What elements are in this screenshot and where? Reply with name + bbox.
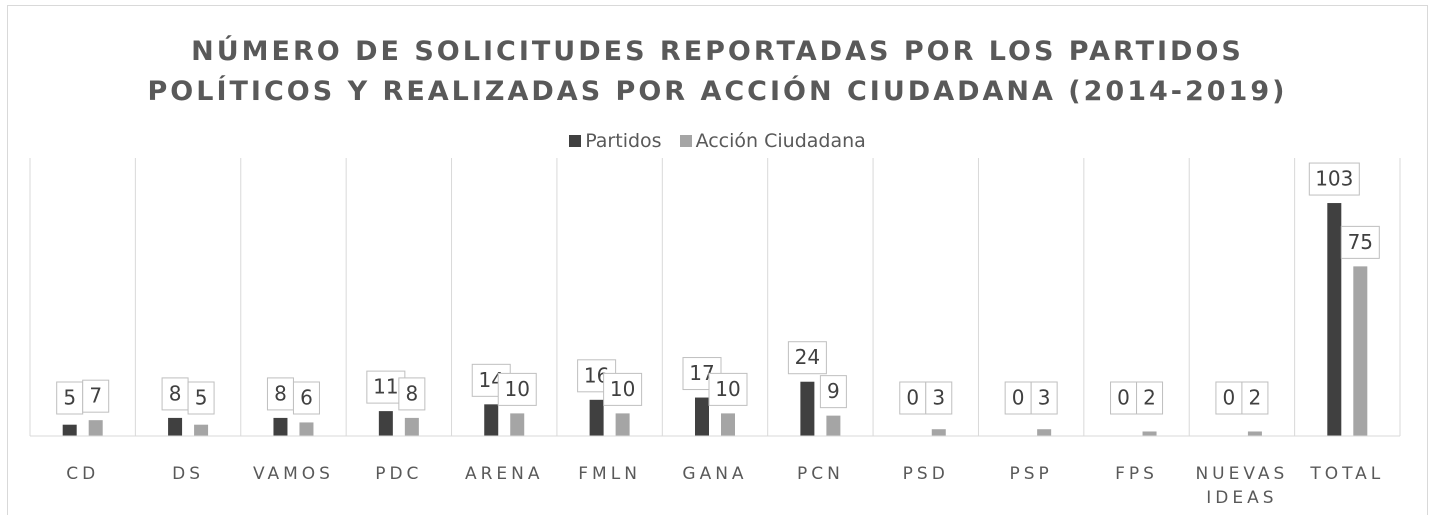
x-tick-label: PCN xyxy=(796,464,844,484)
data-label-box xyxy=(266,377,294,411)
bar xyxy=(273,417,288,436)
bar xyxy=(695,397,709,436)
chart-border xyxy=(7,5,1428,515)
data-label-box xyxy=(398,377,426,411)
x-tick-label: NUEVAS IDEAS xyxy=(1195,464,1289,508)
data-label-box xyxy=(708,372,748,406)
x-tick-label: PSD xyxy=(902,464,949,484)
data-label-box xyxy=(787,341,827,375)
bar xyxy=(589,399,604,436)
bar xyxy=(404,417,419,436)
bar xyxy=(88,420,103,436)
data-label-box xyxy=(1136,381,1164,415)
x-tick-label: DS xyxy=(172,464,204,484)
data-label-box xyxy=(292,381,320,415)
legend: Partidos Acción Ciudadana xyxy=(0,130,1435,152)
data-label-box xyxy=(1215,381,1243,415)
x-tick-label: CD xyxy=(66,464,100,484)
data-label-box xyxy=(603,372,643,406)
data-label: 75 xyxy=(1348,230,1373,254)
bar xyxy=(378,411,393,436)
data-label: 0 xyxy=(906,386,919,410)
legend-label: Acción Ciudadana xyxy=(695,130,866,152)
bar xyxy=(62,424,77,436)
x-tick-label: TOTAL xyxy=(1310,464,1385,484)
chart-title: NÚMERO DE SOLICITUDES REPORTADAS POR LOS… xyxy=(147,36,1288,107)
data-label: 8 xyxy=(169,381,182,405)
x-tick-label: FPS xyxy=(1115,464,1158,484)
bar xyxy=(615,413,630,436)
x-tick-label: VAMOS xyxy=(252,464,334,484)
data-label: 10 xyxy=(505,377,530,401)
data-label-box xyxy=(56,381,84,415)
data-label: 2 xyxy=(1249,386,1262,410)
bar xyxy=(1037,429,1052,436)
data-label-box xyxy=(82,379,110,413)
data-label: 103 xyxy=(1315,167,1353,191)
bar xyxy=(484,404,499,436)
bar xyxy=(1142,431,1157,436)
data-label: 24 xyxy=(795,345,820,369)
data-label: 10 xyxy=(610,377,635,401)
bar xyxy=(826,415,841,436)
x-tick-label: PSP xyxy=(1009,464,1053,484)
data-label: 8 xyxy=(405,381,418,405)
x-tick-label: FMLN xyxy=(578,464,641,484)
data-label-box xyxy=(1340,225,1380,259)
bar xyxy=(299,422,314,436)
data-label-box xyxy=(925,381,953,415)
legend-swatch xyxy=(569,135,582,147)
data-label: 0 xyxy=(1012,386,1025,410)
data-label: 7 xyxy=(89,384,102,408)
bar xyxy=(800,381,815,436)
data-label: 0 xyxy=(1117,386,1130,410)
data-label: 5 xyxy=(63,386,76,410)
legend-item: Partidos xyxy=(569,130,662,152)
data-label-box xyxy=(819,375,847,409)
data-label-box xyxy=(1241,381,1269,415)
legend-item: Acción Ciudadana xyxy=(679,130,866,152)
x-tick-label: GANA xyxy=(682,464,748,484)
bar xyxy=(931,429,946,436)
data-label: 8 xyxy=(274,381,287,405)
data-label-box xyxy=(1110,381,1138,415)
data-label-box xyxy=(1308,162,1360,196)
data-label: 3 xyxy=(932,386,945,410)
data-label: 2 xyxy=(1143,386,1156,410)
bar xyxy=(194,424,209,436)
bar xyxy=(1353,266,1368,436)
bar xyxy=(1327,203,1342,436)
x-tick-label: PDC xyxy=(375,464,423,484)
data-label: 10 xyxy=(715,377,740,401)
data-label-box xyxy=(497,372,537,406)
data-label-box xyxy=(899,381,927,415)
data-label: 0 xyxy=(1223,386,1236,410)
legend-label: Partidos xyxy=(585,130,662,152)
data-label: 6 xyxy=(300,386,313,410)
x-tick-label: ARENA xyxy=(464,464,544,484)
data-label-box xyxy=(161,377,189,411)
data-label: 11 xyxy=(373,375,398,399)
bar xyxy=(168,417,183,436)
data-label: 5 xyxy=(195,386,208,410)
bar xyxy=(1247,431,1262,436)
data-label-box xyxy=(187,381,215,415)
bar xyxy=(510,413,525,436)
legend-swatch xyxy=(679,135,692,147)
data-label: 3 xyxy=(1038,386,1051,410)
data-label: 9 xyxy=(827,379,840,403)
bar xyxy=(721,413,735,436)
data-label-box xyxy=(1030,381,1058,415)
